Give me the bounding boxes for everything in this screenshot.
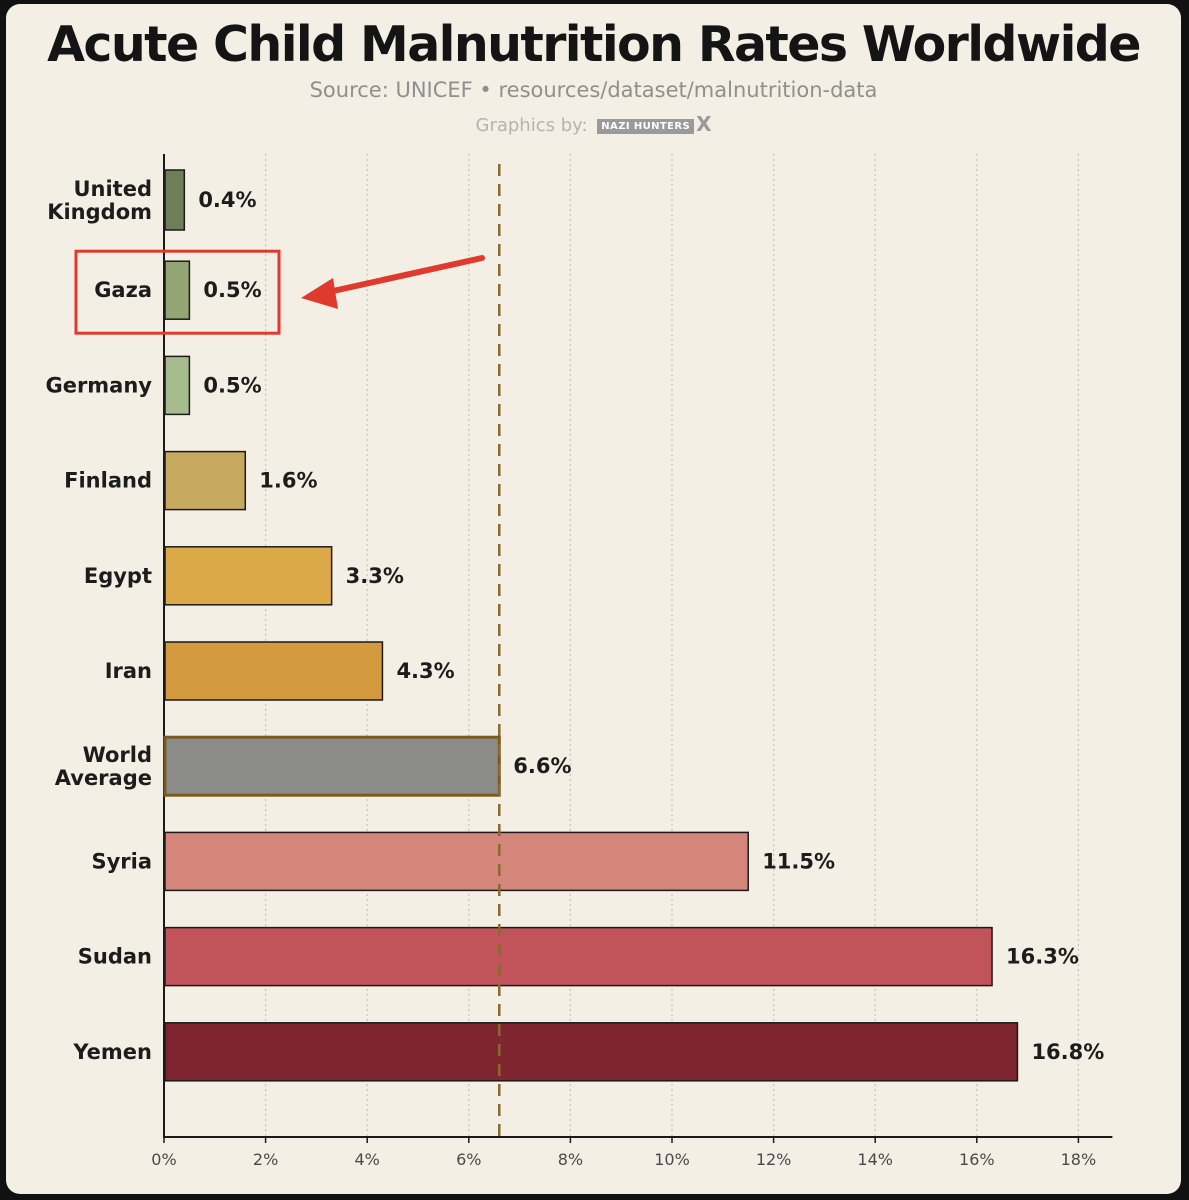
bar: [164, 450, 247, 511]
category-label: Sudan: [78, 945, 152, 969]
x-tick-label: 14%: [857, 1150, 893, 1169]
x-tick-label: 6%: [456, 1150, 481, 1169]
value-label: 4.3%: [396, 659, 454, 683]
bar: [164, 169, 186, 231]
highlight-arrow-shaft: [321, 255, 485, 296]
x-tick-label: 18%: [1061, 1150, 1097, 1169]
category-label-line: World: [83, 743, 152, 767]
category-label: Germany: [45, 373, 152, 397]
category-label: Syria: [91, 849, 152, 873]
value-label: 1.6%: [259, 469, 317, 493]
value-label: 0.5%: [203, 373, 261, 397]
value-label: 0.4%: [198, 188, 256, 212]
x-tick-label: 0%: [151, 1150, 176, 1169]
x-tick-label: 8%: [558, 1150, 583, 1169]
value-label: 16.8%: [1031, 1040, 1104, 1064]
bar-chart: 0% 2% 4% 6% 8% 10% 12% 14% 16% 18% United Kingdom 0.…: [45, 154, 1113, 1169]
credit-prefix: Graphics by:: [475, 115, 588, 136]
category-label: Finland: [64, 469, 152, 493]
bar: [164, 1022, 1019, 1082]
bar: [164, 641, 384, 701]
category-label: World Average: [55, 743, 152, 790]
value-label: 0.5%: [203, 278, 261, 302]
category-label: United Kingdom: [47, 177, 152, 224]
value-label: 11.5%: [762, 849, 835, 873]
chart-credit: Graphics by: NAZI HUNTERS X: [6, 112, 1181, 136]
x-tick-label: 10%: [654, 1150, 690, 1169]
bar: [164, 831, 749, 892]
highlight-box: [74, 249, 281, 335]
x-tick-label: 16%: [959, 1150, 995, 1169]
bar: [164, 926, 993, 987]
category-label: Iran: [105, 659, 152, 683]
category-label-line: Average: [55, 766, 152, 790]
value-label: 3.3%: [346, 564, 404, 588]
category-label: Yemen: [72, 1040, 152, 1064]
bar: [163, 735, 501, 797]
chart-source: Source: UNICEF • resources/dataset/malnu…: [309, 78, 878, 102]
x-tick-label: 12%: [756, 1150, 792, 1169]
value-label: 16.3%: [1006, 945, 1079, 969]
credit-logo: NAZI HUNTERS: [597, 119, 695, 134]
chart-title: Acute Child Malnutrition Rates Worldwide: [47, 16, 1141, 73]
x-tick-label: 4%: [355, 1150, 380, 1169]
category-label: Egypt: [84, 564, 152, 588]
value-label: 6.6%: [513, 754, 571, 778]
x-logo-icon: X: [696, 112, 712, 136]
category-label: Gaza: [94, 278, 152, 302]
bar: [164, 355, 191, 416]
chart-frame: Acute Child Malnutrition Rates Worldwide…: [6, 4, 1181, 1194]
arrow-icon: [301, 278, 338, 309]
bar: [164, 546, 333, 606]
category-label-line: Kingdom: [47, 200, 152, 224]
x-tick-label: 2%: [253, 1150, 278, 1169]
category-label-line: United: [73, 177, 152, 201]
bar: [164, 260, 191, 320]
